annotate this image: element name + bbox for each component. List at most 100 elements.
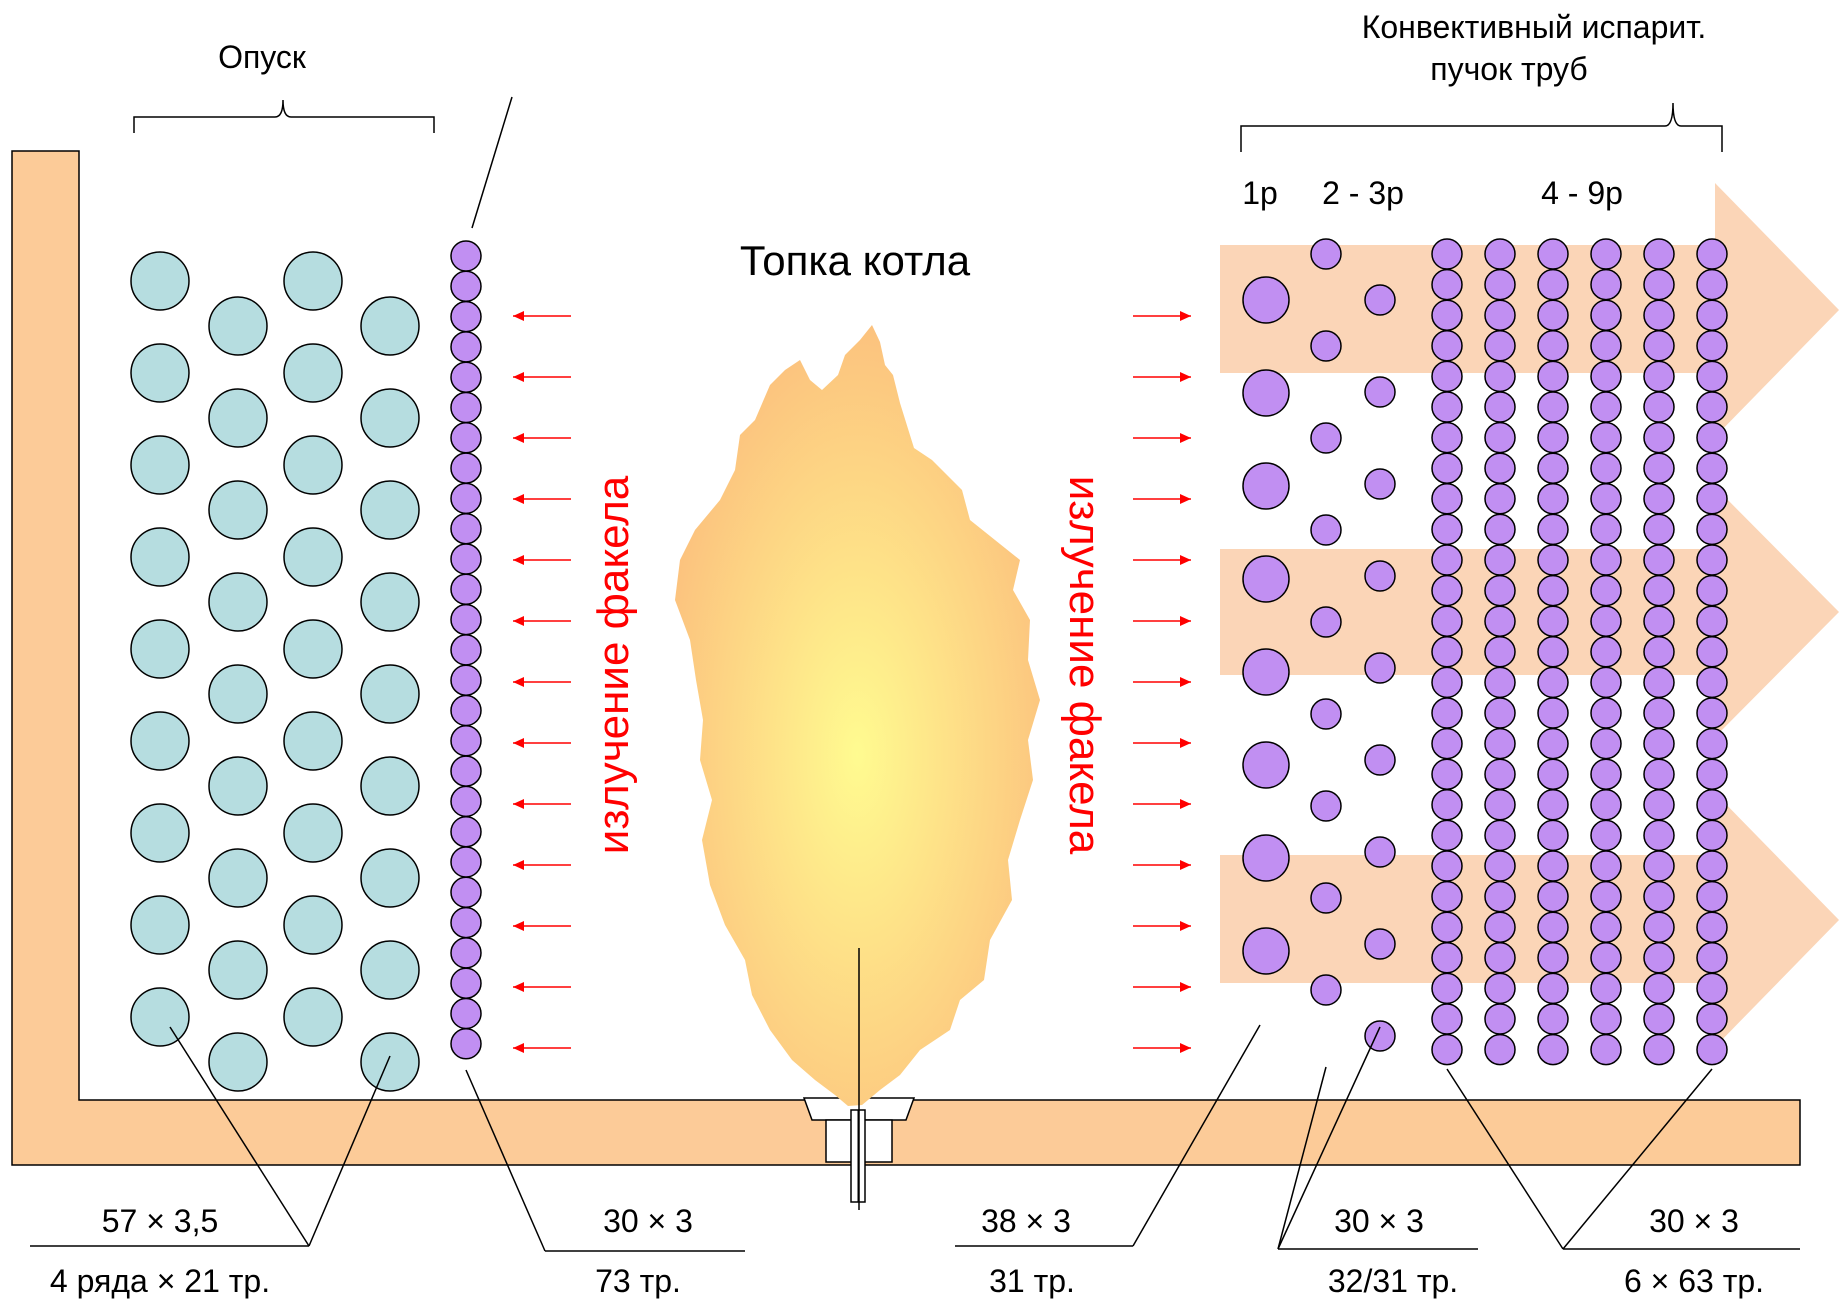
row1-tube xyxy=(1242,741,1290,789)
row4-9-tube xyxy=(1431,972,1463,1005)
downcomer-tube xyxy=(208,848,268,908)
downcomer-tube xyxy=(283,711,343,771)
row3-tube xyxy=(1364,468,1396,500)
row4-9-tube xyxy=(1590,697,1622,729)
radiation-arrow-right-head xyxy=(1180,921,1191,931)
downcomer-tube xyxy=(360,1032,420,1092)
leader-line xyxy=(308,1055,391,1247)
radiation-arrow-right-head xyxy=(1180,372,1191,382)
screen-tube xyxy=(450,1028,482,1060)
radiation-arrow-left-head xyxy=(513,738,524,748)
radiation-arrow-left-head xyxy=(513,799,524,809)
row4-9-tube xyxy=(1484,544,1516,576)
radiation-arrow-left-head xyxy=(513,311,524,321)
downcomer-tube xyxy=(208,1032,268,1092)
row1-count-label: 31 тр. xyxy=(989,1263,1075,1299)
row4-9-tube xyxy=(1696,789,1728,821)
downcomer-tube xyxy=(360,480,420,540)
row1-tubes xyxy=(1242,276,1290,975)
downcomer-brace xyxy=(133,99,435,133)
row4-9-tube xyxy=(1484,636,1516,668)
row4-9-tube xyxy=(1696,574,1728,607)
row4-9-tube xyxy=(1643,1003,1675,1035)
row4-9-tube xyxy=(1537,238,1569,270)
row4-9-tube xyxy=(1643,421,1675,454)
row4-9-tube xyxy=(1484,911,1516,943)
downcomer-tube xyxy=(208,664,268,724)
row4-9-tube xyxy=(1431,697,1463,729)
row4-9-tube xyxy=(1431,238,1463,270)
radiation-arrow-right-head xyxy=(1180,860,1191,870)
gas-flow-arrow-top xyxy=(1220,183,1839,437)
downcomer-tube xyxy=(208,388,268,448)
row3-tube xyxy=(1364,560,1396,592)
row4-9-tube xyxy=(1537,544,1569,576)
row49-size-label: 30 × 3 xyxy=(1649,1203,1739,1239)
row2-tube xyxy=(1310,238,1342,270)
downcomer-tube xyxy=(360,940,420,1000)
row4-9-tube xyxy=(1590,268,1622,301)
downcomer-tube xyxy=(208,940,268,1000)
row4-9-tube xyxy=(1696,697,1728,729)
row4-9-tube xyxy=(1643,789,1675,821)
downcomer-label: Опуск xyxy=(218,39,307,75)
row2-tube xyxy=(1310,790,1342,822)
radiation-arrow-right-head xyxy=(1180,433,1191,443)
row-4-9-label: 4 - 9р xyxy=(1541,175,1623,211)
row4-9-tube xyxy=(1590,972,1622,1005)
row2-tube xyxy=(1310,514,1342,546)
row4-9-tube xyxy=(1431,574,1463,607)
row4-9-tube xyxy=(1431,299,1463,331)
row4-9-tube xyxy=(1590,574,1622,607)
row4-9-tube xyxy=(1590,238,1622,270)
row4-9-tube xyxy=(1696,544,1728,576)
row4-9-tube xyxy=(1643,605,1675,637)
downcomer-tube xyxy=(283,803,343,863)
row4-9-tube xyxy=(1484,483,1516,515)
row1-tube xyxy=(1242,462,1290,510)
leader-line xyxy=(465,1069,546,1252)
downcomer-tube xyxy=(360,388,420,448)
leader-line xyxy=(1277,1066,1327,1250)
row4-9-tube xyxy=(1484,666,1516,699)
furnace-label: Топка котла xyxy=(740,237,971,284)
row4-9-tube xyxy=(1484,972,1516,1005)
radiation-arrow-left-head xyxy=(513,494,524,504)
screen-tube xyxy=(450,967,482,999)
row4-9-tube xyxy=(1537,452,1569,484)
downcomer-tube xyxy=(360,848,420,908)
screen-tube xyxy=(450,331,482,363)
row4-9-tube xyxy=(1484,605,1516,637)
row4-9-tube xyxy=(1696,360,1728,393)
row4-9-tube xyxy=(1590,942,1622,974)
row4-9-tube xyxy=(1696,880,1728,913)
screen-tube xyxy=(450,694,482,727)
row4-9-tube xyxy=(1537,1003,1569,1035)
row2-tube xyxy=(1310,974,1342,1006)
row4-9-tube xyxy=(1484,697,1516,729)
downcomer-tube xyxy=(130,527,190,587)
row1-tube xyxy=(1242,648,1290,696)
row4-9-tube xyxy=(1537,421,1569,454)
downcomer-tube xyxy=(130,711,190,771)
row4-9-tube xyxy=(1537,268,1569,301)
row3-tube xyxy=(1364,1020,1396,1052)
downcomer-tube xyxy=(283,343,343,403)
row4-9-tube xyxy=(1590,391,1622,423)
row1-tube xyxy=(1242,834,1290,882)
screen-tube xyxy=(450,876,482,909)
row4-9-tube xyxy=(1590,483,1622,515)
downcomer-tube xyxy=(130,987,190,1047)
screen-tube xyxy=(450,725,482,757)
screen-tube xyxy=(450,573,482,606)
row4-9-tube xyxy=(1431,268,1463,301)
row4-9-tube xyxy=(1696,819,1728,852)
row4-9-tube xyxy=(1537,483,1569,515)
row4-9-tube xyxy=(1643,391,1675,423)
row4-9-tube xyxy=(1484,880,1516,913)
row4-9-tube xyxy=(1590,330,1622,362)
row4-9-tube xyxy=(1590,1003,1622,1035)
row1-tube xyxy=(1242,927,1290,975)
row4-9-tube xyxy=(1431,544,1463,576)
row4-9-tube xyxy=(1484,299,1516,331)
